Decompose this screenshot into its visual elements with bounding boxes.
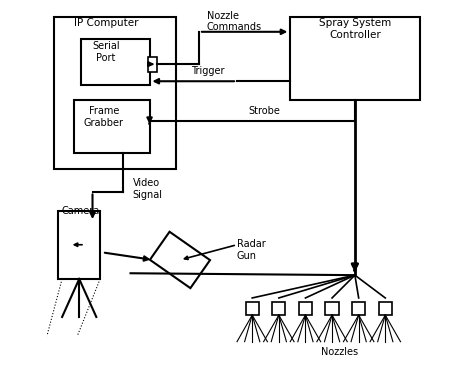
FancyBboxPatch shape bbox=[326, 302, 339, 315]
FancyBboxPatch shape bbox=[246, 302, 259, 315]
Text: Serial
Port: Serial Port bbox=[92, 41, 119, 63]
FancyBboxPatch shape bbox=[58, 211, 100, 279]
FancyBboxPatch shape bbox=[272, 302, 285, 315]
Text: Trigger: Trigger bbox=[191, 65, 225, 75]
FancyBboxPatch shape bbox=[73, 100, 150, 154]
Text: Nozzles: Nozzles bbox=[321, 347, 358, 357]
Polygon shape bbox=[150, 232, 210, 288]
Text: Video
Signal: Video Signal bbox=[132, 178, 163, 200]
Text: Nozzle
Commands: Nozzle Commands bbox=[207, 11, 262, 33]
FancyBboxPatch shape bbox=[290, 16, 419, 100]
FancyBboxPatch shape bbox=[379, 302, 392, 315]
FancyBboxPatch shape bbox=[81, 39, 150, 85]
Text: Frame
Grabber: Frame Grabber bbox=[84, 106, 124, 128]
Text: Strobe: Strobe bbox=[248, 106, 280, 116]
Text: IP Computer: IP Computer bbox=[73, 18, 138, 28]
Text: Spray System
Controller: Spray System Controller bbox=[319, 18, 391, 40]
Text: Radar
Gun: Radar Gun bbox=[237, 239, 266, 260]
Text: Camera: Camera bbox=[62, 206, 100, 216]
FancyBboxPatch shape bbox=[147, 57, 157, 72]
FancyBboxPatch shape bbox=[55, 16, 176, 169]
FancyBboxPatch shape bbox=[299, 302, 312, 315]
FancyBboxPatch shape bbox=[352, 302, 365, 315]
